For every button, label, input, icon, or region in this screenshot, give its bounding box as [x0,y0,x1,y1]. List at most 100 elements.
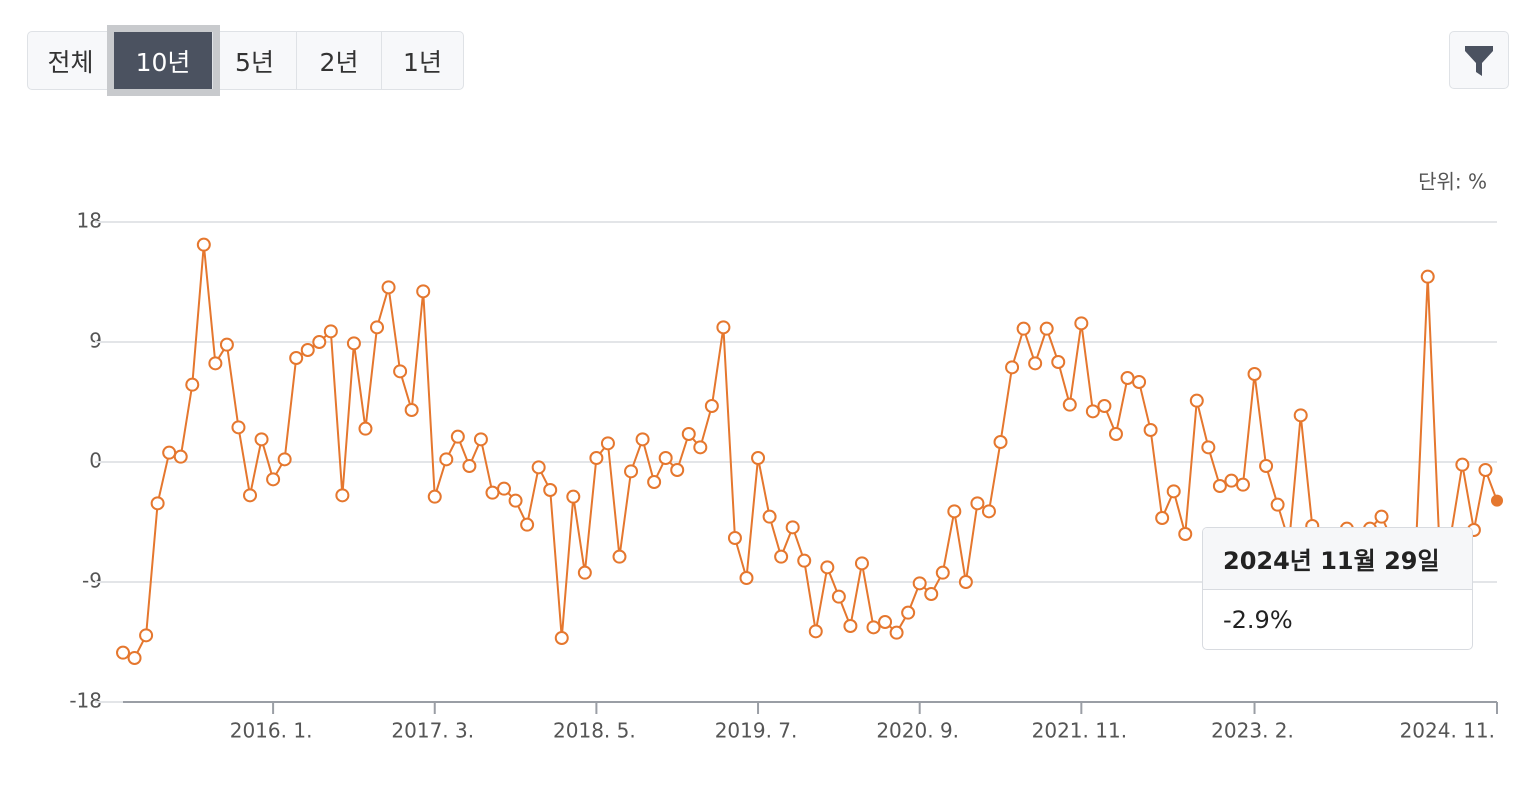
point [312,335,327,349]
x-tick-label: 2018. 5. [553,719,636,743]
point [1247,367,1262,381]
y-tick-label: -9 [82,569,102,593]
point [774,549,789,564]
point [1132,375,1147,389]
y-tick-label: 9 [89,329,102,353]
point [150,496,165,511]
point [970,496,985,511]
point [600,436,615,451]
point [820,560,835,575]
range-button[interactable]: 1년 [403,47,442,77]
point [924,587,939,601]
point [958,575,973,589]
point [739,571,754,585]
x-tick-label: 2020. 9. [876,719,959,743]
point [1374,509,1389,524]
x-tick-label: 2021. 11. [1032,719,1127,743]
point [393,364,408,379]
point [1166,484,1181,499]
point [139,628,154,643]
point [670,463,685,477]
tooltip-title: 2024년 11월 29일 [1203,528,1472,590]
point [450,429,465,444]
point [935,565,950,580]
point [947,504,962,519]
point [1028,356,1043,371]
point [589,451,604,465]
point [1039,321,1054,336]
range-buttons: 전체 10년 5년 2년 1년 [27,25,464,96]
point [1420,269,1435,284]
point [1270,497,1285,512]
point [127,651,142,665]
point [635,432,650,447]
range-button[interactable]: 2년 [297,32,382,89]
filter-button[interactable] [1449,31,1509,89]
point [508,493,523,508]
point [866,620,881,635]
y-tick-label: 0 [89,449,102,473]
x-tick-label: 2023. 2. [1211,719,1294,743]
point [1189,393,1204,408]
point [1005,360,1020,375]
point [473,432,488,447]
point [1235,477,1250,492]
point [1201,440,1216,455]
point [1155,511,1170,525]
point [162,445,177,460]
unit-label: 단위: % [1418,170,1487,194]
range-button[interactable]: 5년 [213,32,297,89]
point [1178,527,1193,541]
point [889,625,904,640]
point [993,435,1008,449]
point [1120,371,1135,385]
point [277,452,292,467]
point [231,420,246,435]
point [785,520,800,535]
point [1097,399,1112,413]
point [208,356,223,371]
point [381,280,396,295]
point [116,645,130,660]
point [658,451,673,465]
x-tick-label: 2024. 11. [1400,719,1495,743]
point [1074,316,1089,331]
point [901,605,916,620]
point [1293,408,1308,423]
point [1143,423,1158,437]
point [1259,459,1274,473]
point [520,517,535,532]
point [219,337,234,352]
point [577,565,592,580]
x-tick-label: 2016. 1. [230,719,313,743]
point [289,351,304,365]
point [531,460,546,475]
point [196,237,211,252]
point [727,531,742,545]
point [981,504,996,519]
point [751,451,766,465]
point [300,343,315,357]
point [1455,457,1470,472]
point [335,488,350,503]
point [912,576,927,591]
range-button[interactable]: 전체 [28,32,114,89]
point [704,399,719,413]
point [462,459,477,473]
point [624,464,639,479]
point [716,320,731,335]
point [485,485,500,500]
range-button[interactable]: 10년 [107,25,220,96]
point [797,553,812,568]
active-point [1491,494,1503,507]
point [1016,321,1031,336]
x-tick-label: 2017. 3. [391,719,474,743]
point [693,440,708,455]
point [370,320,385,335]
point [173,449,188,464]
point [358,421,373,436]
filter-icon [1465,46,1493,76]
point [185,377,200,392]
